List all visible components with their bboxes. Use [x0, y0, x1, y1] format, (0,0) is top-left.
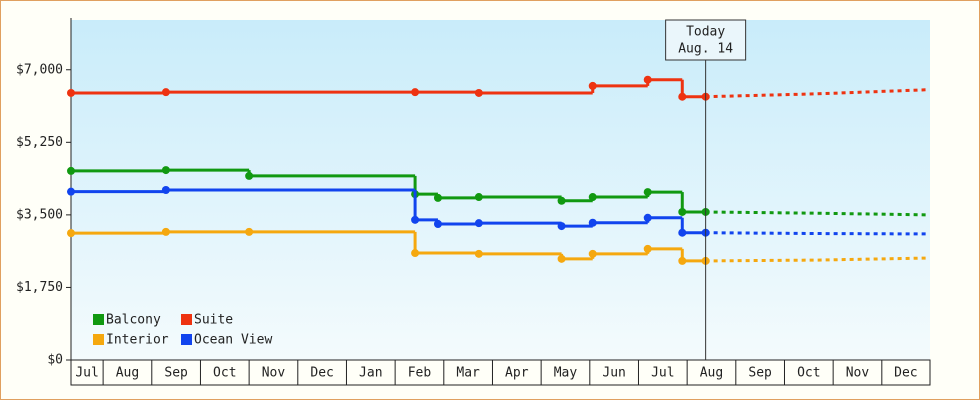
- price-point: [67, 187, 75, 196]
- price-point: [474, 249, 483, 258]
- price-point: [474, 219, 483, 228]
- y-tick-label: $1,750: [16, 280, 63, 295]
- x-tick-label: Jul: [651, 366, 674, 381]
- x-tick-label: Sep: [164, 366, 188, 381]
- legend-swatch: [181, 334, 192, 345]
- x-tick-label: Oct: [797, 366, 820, 381]
- x-tick-label: Aug: [700, 366, 723, 381]
- price-point: [678, 228, 687, 237]
- x-tick-label: Oct: [213, 366, 236, 381]
- y-tick-label: $7,000: [16, 62, 63, 77]
- price-point: [411, 215, 420, 224]
- price-point: [643, 213, 652, 222]
- price-point: [678, 92, 687, 101]
- legend-swatch: [93, 334, 104, 345]
- x-tick-label: Apr: [505, 366, 529, 381]
- legend-label: Suite: [194, 313, 233, 328]
- x-tick-label: Dec: [894, 366, 917, 381]
- price-point: [161, 186, 170, 194]
- forecast-line: [705, 256, 930, 263]
- price-point: [67, 88, 75, 97]
- legend-label: Interior: [106, 333, 169, 348]
- price-point: [588, 249, 597, 258]
- price-point: [433, 220, 442, 228]
- price-point: [557, 254, 566, 263]
- price-point: [474, 193, 483, 202]
- legend-swatch: [181, 314, 192, 325]
- price-point: [67, 229, 75, 238]
- forecast-line: [705, 231, 930, 236]
- price-point: [643, 244, 652, 253]
- x-tick-label: Feb: [408, 366, 432, 381]
- price-point: [245, 227, 254, 236]
- x-tick-label: Jan: [359, 366, 382, 381]
- today-label: Today: [686, 25, 725, 40]
- x-axis-band: [70, 359, 931, 386]
- legend-swatch: [93, 314, 104, 325]
- price-point: [678, 207, 687, 216]
- price-point: [245, 171, 254, 180]
- price-point: [557, 222, 566, 231]
- forecast-line: [705, 88, 930, 99]
- price-point: [588, 218, 597, 227]
- price-point: [411, 88, 420, 97]
- legend-label: Ocean View: [194, 333, 272, 348]
- x-tick-label: May: [554, 366, 578, 381]
- price-point: [588, 81, 597, 90]
- x-tick-label: Aug: [116, 366, 139, 381]
- price-point: [643, 188, 652, 197]
- legend-label: Balcony: [106, 313, 161, 328]
- x-tick-label: Nov: [262, 366, 286, 381]
- price-point: [588, 193, 597, 202]
- price-point: [557, 196, 566, 205]
- y-tick-label: $5,250: [16, 135, 63, 150]
- today-label: Aug. 14: [678, 42, 733, 57]
- price-point: [643, 75, 652, 84]
- x-tick-label: Mar: [456, 366, 480, 381]
- x-tick-label: Jun: [602, 366, 625, 381]
- price-point: [67, 166, 75, 175]
- price-point: [474, 88, 483, 97]
- price-point: [161, 227, 170, 236]
- price-point: [161, 88, 170, 97]
- y-tick-label: $0: [47, 353, 63, 368]
- x-tick-label: Dec: [310, 366, 333, 381]
- price-point: [411, 249, 420, 258]
- price-point: [433, 193, 442, 202]
- x-tick-label: Sep: [748, 366, 772, 381]
- x-tick-label: Jul: [75, 366, 98, 381]
- today-box: [665, 19, 747, 61]
- price-point: [678, 256, 687, 265]
- y-tick-label: $3,500: [16, 207, 63, 222]
- forecast-line: [705, 210, 930, 217]
- price-point: [161, 166, 170, 175]
- x-tick-label: Nov: [846, 366, 870, 381]
